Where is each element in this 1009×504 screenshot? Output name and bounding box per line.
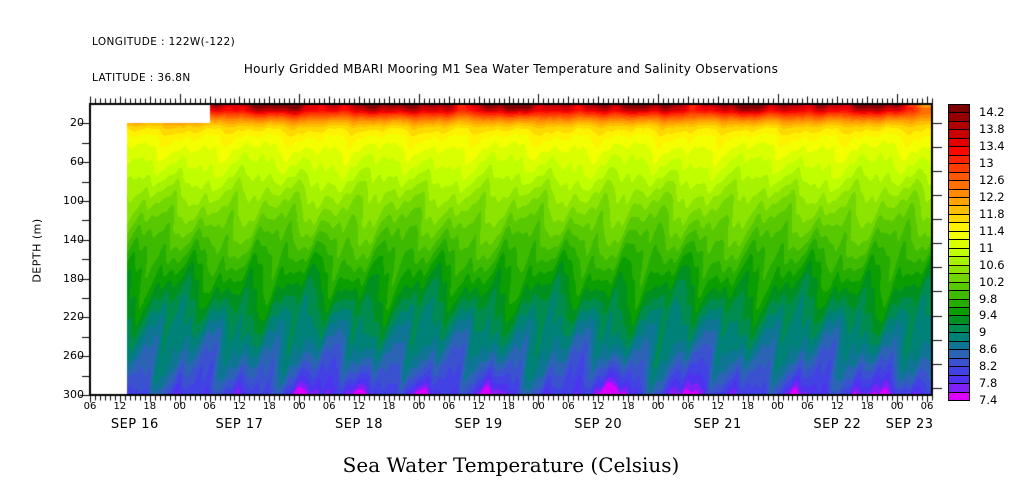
x-hour-tick-label: 12	[591, 401, 605, 412]
colorbar-tick-label: 13	[979, 156, 994, 171]
colorbar-tick-label: 7.8	[979, 376, 998, 391]
y-depth-tick-label: 300	[63, 388, 84, 401]
x-hour-tick-label: 18	[860, 401, 874, 412]
x-hour-tick-label: 06	[920, 401, 934, 412]
x-date-label: SEP 16	[110, 417, 159, 432]
colorbar-tick-label: 9.4	[979, 308, 998, 323]
colorbar-tick-label: 11.4	[979, 223, 1005, 238]
x-hour-tick-label: 12	[711, 401, 725, 412]
x-hour-tick-label: 12	[472, 401, 485, 412]
x-hour-tick-label: 18	[262, 401, 276, 412]
x-date-label: SEP 17	[215, 417, 264, 432]
colorbar-tick-label: 8.2	[979, 359, 998, 374]
x-hour-tick-label: 06	[561, 401, 575, 412]
x-date-label: SEP 21	[693, 417, 742, 432]
colorbar-tick-label: 7.4	[979, 393, 998, 407]
colorbar-tick-label: 9.8	[979, 291, 998, 306]
x-hour-tick-label: 18	[621, 401, 635, 412]
x-hour-tick-label: 00	[532, 401, 545, 412]
x-hour-tick-label: 00	[292, 401, 306, 412]
x-hour-tick-label: 06	[203, 401, 216, 412]
colorbar-tick-label: 9	[979, 325, 987, 340]
colorbar-tick-label: 8.6	[979, 342, 998, 357]
x-hour-tick-label: 06	[442, 401, 456, 412]
colorbar-tick-label: 10.6	[979, 257, 1005, 272]
colorbar-tick-label: 14.2	[979, 105, 1005, 120]
x-hour-tick-label: 00	[173, 401, 187, 412]
y-depth-tick-label: 140	[63, 232, 84, 246]
x-hour-tick-label: 00	[771, 401, 784, 412]
x-hour-tick-label: 12	[233, 401, 246, 412]
y-depth-tick-label: 60	[70, 155, 84, 169]
colorbar-tick-label: 13.8	[979, 122, 1005, 137]
x-date-label: SEP 23	[885, 417, 934, 432]
x-date-label: SEP 18	[335, 417, 384, 432]
y-depth-tick-label: 260	[63, 349, 84, 363]
colorbar-tick-label: 12.6	[979, 173, 1005, 188]
x-hour-tick-label: 06	[322, 401, 336, 412]
colorbar-tick-label: 13.4	[979, 139, 1005, 154]
colorbar-tick-label: 12.2	[979, 190, 1005, 205]
y-depth-tick-label: 100	[63, 194, 84, 207]
x-date-label: SEP 19	[454, 417, 503, 432]
x-hour-tick-label: 12	[830, 401, 844, 412]
y-depth-tick-label: 220	[63, 310, 84, 324]
colorbar-tick-label: 11.8	[979, 206, 1005, 221]
colorbar-cell	[948, 391, 970, 401]
colorbar-tick-label: 11	[979, 240, 994, 255]
x-hour-tick-label: 12	[352, 401, 366, 412]
x-hour-tick-label: 18	[741, 401, 755, 412]
x-hour-tick-label: 00	[412, 401, 426, 412]
x-hour-tick-label: 18	[502, 401, 515, 412]
x-hour-tick-label: 06	[801, 401, 814, 412]
x-hour-tick-label: 00	[890, 401, 904, 412]
x-hour-tick-label: 18	[382, 401, 396, 412]
colorbar-tick-label: 10.2	[979, 274, 1005, 289]
y-depth-tick-label: 20	[70, 116, 84, 130]
x-hour-tick-label: 00	[651, 401, 665, 412]
x-hour-tick-label: 06	[83, 401, 97, 412]
x-hour-tick-label: 18	[143, 401, 157, 412]
chart-caption: Sea Water Temperature (Celsius)	[342, 453, 680, 477]
x-date-label: SEP 22	[813, 417, 862, 432]
x-date-label: SEP 20	[574, 417, 623, 432]
x-hour-tick-label: 06	[681, 401, 695, 412]
y-depth-tick-label: 180	[63, 271, 84, 285]
x-hour-tick-label: 12	[113, 401, 127, 412]
